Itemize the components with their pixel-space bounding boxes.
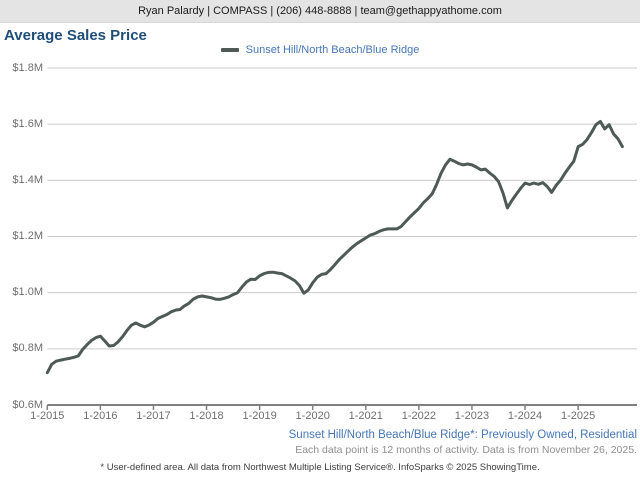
agent-contact-line: Ryan Palardy | COMPASS | (206) 448-8888 … xyxy=(138,5,502,17)
y-axis-label: $0.8M xyxy=(12,342,43,355)
x-axis-label: 1-2025 xyxy=(560,410,596,422)
legend-series-label: Sunset Hill/North Beach/Blue Ridge xyxy=(245,44,420,56)
x-axis-label: 1-2024 xyxy=(507,410,543,422)
series-description-footnote: Sunset Hill/North Beach/Blue Ridge*: Pre… xyxy=(288,429,637,441)
agent-header-bar: Ryan Palardy | COMPASS | (206) 448-8888 … xyxy=(0,0,640,23)
page-title: Average Sales Price xyxy=(4,27,147,44)
x-axis-label: 1-2015 xyxy=(30,410,65,422)
disclaimer-footnote: * User-defined area. All data from North… xyxy=(100,462,540,473)
y-axis-label: $1.0M xyxy=(12,286,43,299)
x-axis-label: 1-2020 xyxy=(295,410,330,422)
x-axis-label: 1-2019 xyxy=(242,410,277,422)
price-line xyxy=(45,119,624,375)
x-axis-label: 1-2021 xyxy=(348,410,383,422)
x-axis-label: 1-2018 xyxy=(189,410,224,422)
y-axis-label: $1.2M xyxy=(12,230,43,242)
x-axis-label: 1-2023 xyxy=(454,410,490,422)
y-axis-label: $1.8M xyxy=(12,61,43,74)
y-axis-label: $1.4M xyxy=(12,173,43,186)
chart-legend: Sunset Hill/North Beach/Blue Ridge xyxy=(0,44,640,56)
x-axis-label: 1-2016 xyxy=(83,410,118,422)
data-date-footnote: Each data point is 12 months of activity… xyxy=(295,444,637,456)
y-axis-label: $0.6M xyxy=(12,398,43,411)
y-axis-label: $1.6M xyxy=(12,117,43,130)
x-axis-label: 1-2017 xyxy=(136,410,171,422)
x-axis-label: 1-2022 xyxy=(401,410,436,422)
legend-line-swatch xyxy=(220,48,239,52)
